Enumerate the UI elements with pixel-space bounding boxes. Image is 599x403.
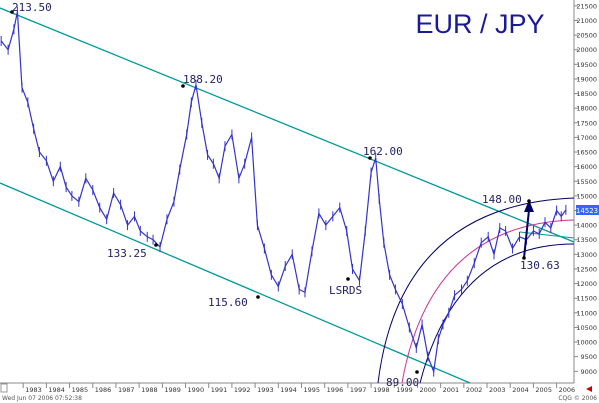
y-tick-label: 16500 xyxy=(576,149,597,157)
x-tick-label: 1990 xyxy=(188,386,205,394)
price-series xyxy=(0,6,567,377)
annotation-label: 115.60 xyxy=(208,296,248,309)
y-tick-label: 12000 xyxy=(576,280,597,288)
x-tick-label: 1996 xyxy=(327,386,344,394)
annotation-label: 162.00 xyxy=(363,145,403,158)
y-tick-label: 12500 xyxy=(576,265,597,273)
scroll-handle[interactable] xyxy=(0,383,8,393)
x-tick-label: 2005 xyxy=(535,386,552,394)
x-tick-label: 1988 xyxy=(141,386,158,394)
annotation-label: LSRDS xyxy=(329,284,362,297)
outer-fib-arc xyxy=(377,197,575,384)
y-tick-label: 19000 xyxy=(576,75,597,83)
annotation-point xyxy=(415,370,419,374)
x-tick-label: 2000 xyxy=(419,386,436,394)
y-tick-label: 13000 xyxy=(576,251,597,259)
annotation-point xyxy=(522,256,526,260)
y-tick-label: 10000 xyxy=(576,339,597,347)
y-tick-label: 13500 xyxy=(576,236,597,244)
x-tick-label: 2006 xyxy=(559,386,576,394)
y-tick-label: 15000 xyxy=(576,192,597,200)
x-tick-label: 1986 xyxy=(95,386,112,394)
x-axis-ticks: 1983 1984 1985 1986 1987 1988 1989 1990 1991 1992… xyxy=(22,383,576,394)
y-tick-label: 20000 xyxy=(576,46,597,54)
y-tick-label: 18500 xyxy=(576,90,597,98)
x-tick-label: 1984 xyxy=(48,386,65,394)
annotation-label: 130.63 xyxy=(520,259,560,272)
x-tick-label: 1998 xyxy=(373,386,390,394)
footer-timestamp: Wed Jun 07 2006 07:52:38 xyxy=(2,395,82,402)
inner-fib-arc xyxy=(419,243,575,384)
chart-title: EUR / JPY xyxy=(415,9,544,39)
y-tick-label: 11000 xyxy=(576,309,597,317)
x-tick-label: 1991 xyxy=(211,386,228,394)
x-tick-label: 1987 xyxy=(118,386,135,394)
y-tick-label: 19500 xyxy=(576,61,597,69)
x-tick-label: 1989 xyxy=(164,386,181,394)
rise-arrow-head xyxy=(524,200,534,212)
x-tick-label: 1999 xyxy=(396,386,413,394)
annotation-point xyxy=(346,277,350,281)
annotation-point xyxy=(154,243,158,247)
y-tick-label: 21000 xyxy=(576,17,597,25)
x-tick-label: 1985 xyxy=(72,386,89,394)
annotations: 213.50 188.20 162.00 148.00 133.25 115.60 LSRD… xyxy=(10,1,560,389)
lower-channel-line xyxy=(0,182,471,384)
annotation-point xyxy=(181,84,185,88)
scroll-arrow-icon[interactable] xyxy=(586,386,592,392)
y-tick-label: 10500 xyxy=(576,324,597,332)
y-tick-label: 14000 xyxy=(576,222,597,230)
x-tick-label: 1992 xyxy=(234,386,251,394)
x-tick-label: 1995 xyxy=(303,386,320,394)
y-axis-ticks: 21500 21000 20500 20000 19500 19000 18500 18000… xyxy=(574,2,597,376)
x-tick-label: 2002 xyxy=(466,386,483,394)
x-tick-label: 1993 xyxy=(257,386,274,394)
footer-copyright: CQG © 2006 xyxy=(558,395,597,402)
annotation-point xyxy=(10,10,14,14)
y-tick-label: 9500 xyxy=(580,353,597,361)
rise-arrow xyxy=(523,200,534,259)
annotation-point xyxy=(256,295,260,299)
price-line xyxy=(0,11,567,374)
y-tick-label: 20500 xyxy=(576,32,597,40)
current-value-label: 14523 xyxy=(576,207,598,215)
trend-overlays xyxy=(0,7,575,384)
rise-arrow-shaft xyxy=(523,209,530,259)
x-tick-label: 2003 xyxy=(489,386,506,394)
annotation-label: 188.20 xyxy=(183,73,223,86)
short-channel-line xyxy=(519,231,575,239)
annotation-label: 213.50 xyxy=(12,1,52,14)
y-tick-label: 16000 xyxy=(576,163,597,171)
x-tick-label: 1997 xyxy=(350,386,367,394)
middle-fib-arc xyxy=(401,219,575,384)
y-tick-label: 17500 xyxy=(576,119,597,127)
x-tick-label: 1983 xyxy=(25,386,42,394)
current-value-box xyxy=(576,205,599,215)
upper-channel-line xyxy=(0,7,575,243)
annotation-point xyxy=(527,199,531,203)
x-tick-label: 2004 xyxy=(512,386,529,394)
x-tick-label: 1994 xyxy=(280,386,297,394)
y-tick-label: 17000 xyxy=(576,134,597,142)
y-tick-label: 9000 xyxy=(580,368,597,376)
y-tick-label: 21500 xyxy=(576,2,597,10)
y-tick-label: 11500 xyxy=(576,295,597,303)
y-tick-label: 18000 xyxy=(576,105,597,113)
annotation-label: 133.25 xyxy=(107,247,147,260)
y-tick-label: 15500 xyxy=(576,178,597,186)
annotation-point xyxy=(368,156,372,160)
annotation-label: 148.00 xyxy=(482,193,522,206)
x-tick-label: 2001 xyxy=(443,386,460,394)
annotation-label: 89.00 xyxy=(386,376,419,389)
